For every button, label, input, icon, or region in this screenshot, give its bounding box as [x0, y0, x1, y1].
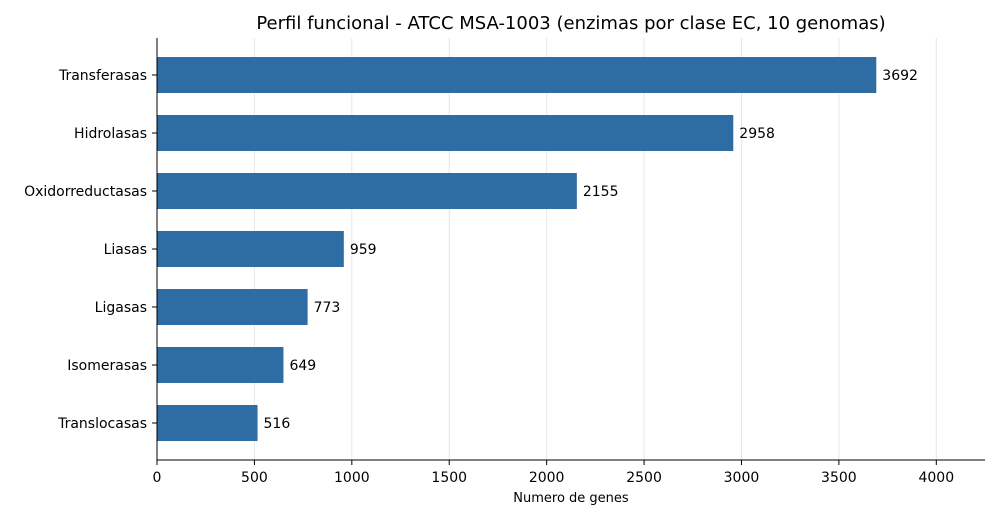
x-tick-label: 3500 [821, 470, 857, 486]
bar [157, 115, 734, 151]
x-tick-label: 2500 [626, 470, 662, 486]
bar-value-label: 649 [289, 358, 316, 374]
bar [157, 231, 344, 267]
category-labels: Transferasas Hidrolasas Oxidorreductasas Li… [24, 68, 157, 432]
bar [157, 289, 308, 325]
bar [157, 405, 258, 441]
bars [157, 57, 877, 441]
chart-title: Perfil funcional - ATCC MSA-1003 (enzima… [256, 13, 885, 34]
category-label: Ligasas [95, 300, 147, 316]
x-tick-label: 2000 [529, 470, 565, 486]
bar-value-label: 2958 [739, 126, 775, 142]
x-tick-label: 0 [153, 470, 162, 486]
bar-value-label: 959 [350, 242, 377, 258]
bar-value-label: 3692 [882, 68, 918, 84]
bar-value-label: 773 [314, 300, 341, 316]
value-labels: 3692 2958 2155 959 773 649 516 [264, 68, 918, 432]
bar-value-label: 516 [264, 416, 291, 432]
category-label: Liasas [104, 242, 147, 258]
x-axis-label: Numero de genes [513, 491, 629, 506]
x-tick-label: 1500 [431, 470, 467, 486]
x-tick-label: 3000 [724, 470, 760, 486]
category-label: Isomerasas [67, 358, 147, 374]
bar [157, 347, 284, 383]
category-label: Oxidorreductasas [24, 184, 147, 200]
x-tick-label: 4000 [918, 470, 954, 486]
grid-lines [156, 38, 937, 460]
bar [157, 173, 577, 209]
bar-value-label: 2155 [583, 184, 619, 200]
x-tick-label: 1000 [334, 470, 370, 486]
x-tick-label: 500 [241, 470, 268, 486]
x-ticks: 0 500 1000 1500 2000 2500 3000 3500 4000 [153, 460, 954, 486]
category-label: Transferasas [58, 68, 147, 84]
category-label: Hidrolasas [74, 126, 147, 142]
category-label: Translocasas [57, 416, 147, 432]
bar [157, 57, 877, 93]
